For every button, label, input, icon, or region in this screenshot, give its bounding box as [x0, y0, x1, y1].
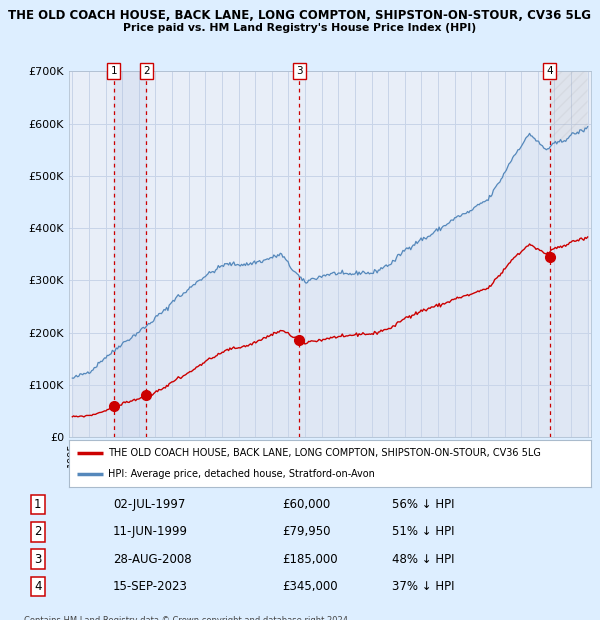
Text: 4: 4 — [546, 66, 553, 76]
Text: £345,000: £345,000 — [283, 580, 338, 593]
Bar — [114, 71, 146, 437]
Text: £185,000: £185,000 — [283, 553, 338, 565]
Text: Price paid vs. HM Land Registry's House Price Index (HPI): Price paid vs. HM Land Registry's House … — [124, 23, 476, 33]
Text: 3: 3 — [296, 66, 303, 76]
Text: £79,950: £79,950 — [283, 526, 331, 538]
Text: 48% ↓ HPI: 48% ↓ HPI — [392, 553, 455, 565]
Text: 02-JUL-1997: 02-JUL-1997 — [113, 498, 185, 511]
Text: Contains HM Land Registry data © Crown copyright and database right 2024.
This d: Contains HM Land Registry data © Crown c… — [23, 616, 350, 620]
Text: £60,000: £60,000 — [283, 498, 331, 511]
Text: HPI: Average price, detached house, Stratford-on-Avon: HPI: Average price, detached house, Stra… — [108, 469, 375, 479]
Text: 2: 2 — [34, 526, 41, 538]
Text: THE OLD COACH HOUSE, BACK LANE, LONG COMPTON, SHIPSTON-ON-STOUR, CV36 5LG: THE OLD COACH HOUSE, BACK LANE, LONG COM… — [108, 448, 541, 458]
Text: 11-JUN-1999: 11-JUN-1999 — [113, 526, 188, 538]
Text: 1: 1 — [34, 498, 41, 511]
Text: THE OLD COACH HOUSE, BACK LANE, LONG COMPTON, SHIPSTON-ON-STOUR, CV36 5LG: THE OLD COACH HOUSE, BACK LANE, LONG COM… — [8, 9, 592, 22]
Text: 28-AUG-2008: 28-AUG-2008 — [113, 553, 191, 565]
Text: 4: 4 — [34, 580, 41, 593]
Text: 1: 1 — [110, 66, 117, 76]
Text: 15-SEP-2023: 15-SEP-2023 — [113, 580, 188, 593]
Text: 37% ↓ HPI: 37% ↓ HPI — [392, 580, 455, 593]
Text: 51% ↓ HPI: 51% ↓ HPI — [392, 526, 455, 538]
Text: 3: 3 — [34, 553, 41, 565]
Text: 2: 2 — [143, 66, 149, 76]
Text: 56% ↓ HPI: 56% ↓ HPI — [392, 498, 455, 511]
